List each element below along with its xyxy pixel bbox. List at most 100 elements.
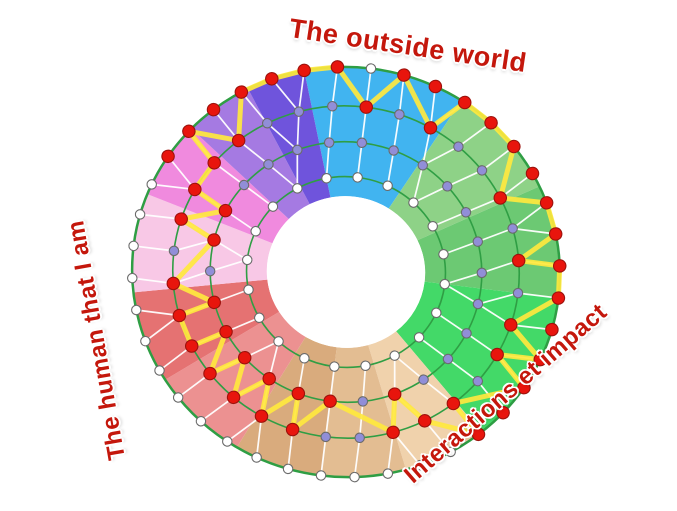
graph-node [292, 183, 303, 194]
graph-node [414, 459, 426, 471]
donut-hole [266, 196, 426, 348]
red-node [387, 387, 402, 401]
graph-node [329, 361, 340, 372]
graph-node [382, 468, 394, 479]
graph-node [417, 160, 429, 171]
red-node [231, 133, 246, 148]
graph-node [394, 109, 405, 120]
mesh-line [353, 437, 361, 478]
mesh-line [444, 272, 483, 285]
mesh-line [267, 163, 298, 189]
red-node [262, 371, 276, 386]
mesh-line [386, 150, 395, 186]
graph-node [389, 350, 400, 361]
graph-node [431, 307, 442, 319]
mesh-line [422, 145, 459, 167]
red-node [237, 350, 252, 365]
red-node [166, 276, 181, 291]
mesh-line [167, 155, 196, 190]
mesh-line [386, 432, 394, 474]
red-node [545, 322, 559, 337]
red-node [174, 212, 188, 226]
sector-purple [191, 88, 310, 220]
red-node [188, 182, 202, 197]
graph-node [442, 353, 454, 365]
mesh-line [429, 86, 437, 128]
graph-node [439, 278, 451, 290]
mesh-line [447, 358, 479, 382]
sector-red [133, 279, 280, 380]
red-node [218, 203, 233, 218]
sector-tan-dark [236, 336, 337, 476]
graph-node [354, 432, 365, 444]
graph-node [349, 471, 360, 483]
graph-node [365, 63, 377, 74]
mesh-line [173, 239, 215, 252]
graph-node [195, 415, 207, 427]
mesh-line [226, 415, 263, 443]
mesh-line [517, 292, 559, 299]
sector-blue [304, 66, 462, 209]
mesh-line [325, 142, 330, 179]
red-node [397, 68, 411, 82]
graph-node [320, 431, 332, 443]
red-node [182, 124, 196, 139]
red-node [471, 427, 486, 442]
graph-node [263, 159, 274, 170]
mesh-line [362, 365, 367, 402]
graph-node [438, 248, 449, 260]
mesh-line [512, 227, 556, 235]
red-node [548, 227, 563, 241]
mesh-line [435, 312, 467, 335]
graph-node [453, 141, 464, 152]
mesh-line [320, 436, 327, 476]
graph-node [273, 336, 284, 347]
graph-node [476, 267, 488, 279]
red-node [285, 422, 300, 437]
red-node [507, 139, 521, 154]
graph-node [321, 172, 332, 184]
graph-node [445, 446, 456, 458]
red-node [203, 366, 217, 381]
graph-node [299, 353, 310, 364]
graph-node [267, 201, 279, 212]
red-node [533, 352, 548, 367]
red-node [323, 394, 337, 408]
red-node [207, 156, 221, 170]
mesh-line [432, 211, 467, 228]
red-node [234, 85, 249, 99]
mesh-line [296, 111, 300, 150]
red-node [265, 72, 279, 86]
red-node [484, 116, 498, 130]
red-node [207, 295, 221, 310]
mesh-line [477, 227, 513, 243]
mesh-line [418, 336, 449, 360]
mesh-line [266, 122, 298, 151]
mesh-line [394, 355, 425, 381]
graph-node [323, 137, 335, 148]
red-node [418, 414, 432, 428]
sector-tan [321, 345, 406, 478]
mesh-line [512, 202, 548, 230]
graph-node [250, 225, 261, 237]
graph-node [243, 284, 254, 296]
mesh-line [510, 324, 553, 331]
red-node [539, 196, 554, 210]
sector-magenta [147, 128, 289, 244]
red-node [457, 95, 472, 110]
graph-node [427, 220, 438, 232]
graph-node [388, 145, 399, 156]
red-node [423, 121, 438, 135]
graph-node [251, 452, 262, 463]
mesh-line [412, 165, 424, 203]
mesh-line [477, 292, 519, 305]
graph-node [382, 180, 393, 191]
mesh-line [144, 314, 180, 342]
mesh-line [446, 169, 483, 188]
red-node [206, 102, 221, 117]
mesh-line [444, 283, 479, 305]
graph-node [238, 179, 250, 191]
graph-node [282, 463, 294, 475]
mesh-line [443, 240, 479, 256]
